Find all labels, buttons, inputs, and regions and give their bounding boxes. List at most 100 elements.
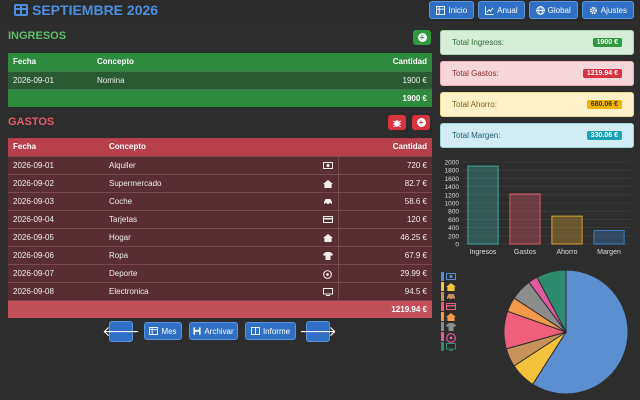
table-icon — [14, 4, 28, 16]
nav-ajustes-label: Ajustes — [600, 5, 627, 15]
summary-ingresos-badge: 1900 € — [592, 38, 622, 47]
legend-swatch — [441, 292, 444, 301]
add-gasto-button[interactable]: + — [412, 115, 430, 130]
row-icon-cell — [284, 191, 338, 210]
total-spacer — [92, 88, 332, 107]
report-icon — [250, 327, 260, 335]
row-concepto: Deporte — [104, 263, 284, 282]
x-tick-label: Gastos — [514, 249, 537, 256]
row-icon-cell — [284, 263, 338, 282]
shirt-icon — [446, 323, 456, 331]
car-icon — [447, 294, 455, 300]
monitor-icon — [322, 287, 333, 296]
gastos-title: GASTOS — [8, 116, 55, 128]
bar-ingresos — [467, 165, 499, 245]
table-row[interactable]: 2026-09-03 Coche 58.6 € — [8, 191, 432, 210]
gastos-table: Fecha Concepto Cantidad 2026-09-01 Alqui… — [8, 138, 432, 318]
nav-inicio-button[interactable]: Inicio — [429, 1, 475, 19]
arrow-right-icon: 🡒 — [299, 323, 337, 339]
table-icon — [436, 5, 446, 15]
save-icon — [193, 327, 201, 335]
mes-button[interactable]: Mes — [144, 322, 182, 340]
legend-swatch — [441, 342, 444, 351]
summary-ingresos-label: Total Ingresos: — [452, 38, 505, 47]
table-row[interactable]: 2026-09-07 Deporte 29.99 € — [8, 263, 432, 282]
y-tick-label: 200 — [448, 233, 459, 240]
prev-month-button[interactable]: 🡐 — [102, 321, 140, 342]
ingresos-total: 1900 € — [332, 88, 432, 107]
table-row[interactable]: 2026-09-01 Alquiler 720 € — [8, 155, 432, 174]
row-concepto: Hogar — [104, 227, 284, 246]
top-bar: SEPTIEMBRE 2026 Inicio Anual Global Ajus… — [0, 0, 640, 22]
row-icon-cell — [284, 209, 338, 228]
row-fecha: 2026-09-05 — [8, 227, 104, 246]
nav-buttons: Inicio Anual Global Ajustes — [429, 1, 634, 19]
total-spacer — [284, 299, 338, 318]
row-icon-cell — [284, 155, 338, 174]
table-row[interactable]: 2026-09-01 Nomina 1900 € — [8, 70, 432, 89]
archivar-button[interactable]: Archivar — [189, 322, 238, 340]
row-cantidad: 82.7 € — [337, 173, 432, 192]
y-tick-label: 800 — [448, 209, 459, 216]
legend-swatch — [441, 312, 444, 321]
y-tick-label: 400 — [448, 225, 459, 232]
plus-icon: + — [416, 118, 426, 127]
legend-swatch — [441, 282, 444, 291]
credit-card-icon — [322, 215, 333, 223]
row-icon-cell — [284, 245, 338, 264]
next-month-button[interactable]: 🡒 — [299, 321, 337, 342]
row-cantidad: 94.5 € — [337, 281, 432, 300]
row-fecha: 2026-09-03 — [8, 191, 104, 210]
x-tick-label: Margen — [597, 249, 621, 256]
total-spacer — [8, 299, 104, 318]
home-icon — [446, 283, 456, 291]
pie-slice-electronica — [536, 269, 567, 333]
row-cantidad: 29.99 € — [337, 263, 432, 282]
summary-gastos-label: Total Gastos: — [452, 69, 499, 78]
row-concepto: Ropa — [104, 245, 284, 264]
column-header-icon — [284, 138, 338, 156]
row-cantidad: 720 € — [337, 155, 432, 174]
x-tick-label: Ahorro — [556, 249, 577, 256]
row-cantidad: 1900 € — [332, 70, 432, 89]
bar-gastos — [509, 193, 541, 245]
debug-button[interactable] — [388, 115, 406, 130]
table-row[interactable]: 2026-09-02 Supermercado 82.7 € — [8, 173, 432, 192]
row-concepto: Supermercado — [104, 173, 284, 192]
table-row[interactable]: 2026-09-08 Electronica 94.5 € — [8, 281, 432, 300]
row-concepto: Coche — [104, 191, 284, 210]
nav-anual-button[interactable]: Anual — [478, 1, 525, 19]
table-header-row: Fecha Concepto Cantidad — [8, 138, 432, 156]
nav-anual-label: Anual — [497, 5, 518, 15]
summary-gastos-card: Total Gastos: 1219.94 € — [440, 61, 634, 86]
summary-ahorro-label: Total Ahorro: — [452, 100, 497, 109]
y-tick-label: 1800 — [445, 168, 460, 175]
nav-global-button[interactable]: Global — [528, 1, 578, 19]
ingresos-total-row: 1900 € — [8, 88, 432, 107]
row-concepto: Alquiler — [104, 155, 284, 174]
column-header-cantidad: Cantidad — [332, 53, 432, 71]
legend-swatch — [441, 332, 444, 341]
add-ingreso-button[interactable]: + — [413, 30, 431, 45]
column-header-concepto: Concepto — [92, 53, 332, 71]
gastos-pie-chart — [441, 269, 629, 395]
column-header-concepto: Concepto — [104, 138, 284, 156]
table-row[interactable]: 2026-09-06 Ropa 67.9 € — [8, 245, 432, 264]
row-cantidad: 67.9 € — [337, 245, 432, 264]
nav-ajustes-button[interactable]: Ajustes — [581, 1, 634, 19]
table-row[interactable]: 2026-09-04 Tarjetas 120 € — [8, 209, 432, 228]
row-fecha: 2026-09-01 — [8, 155, 104, 174]
table-row[interactable]: 2026-09-05 Hogar 46.25 € — [8, 227, 432, 246]
x-tick-label: Ingresos — [470, 249, 497, 256]
gear-icon — [589, 6, 597, 14]
table-icon — [149, 327, 159, 335]
informe-button[interactable]: Informe — [245, 322, 296, 340]
monitor-icon — [446, 343, 456, 351]
shirt-icon — [322, 251, 333, 260]
summary-ahorro-badge: 680.06 € — [586, 100, 622, 109]
pie-slice-alquiler — [532, 269, 629, 395]
summary-gastos-badge: 1219.94 € — [582, 69, 622, 78]
nav-global-label: Global — [547, 5, 571, 15]
credit-card-icon — [446, 303, 456, 310]
y-tick-label: 1200 — [445, 192, 460, 199]
